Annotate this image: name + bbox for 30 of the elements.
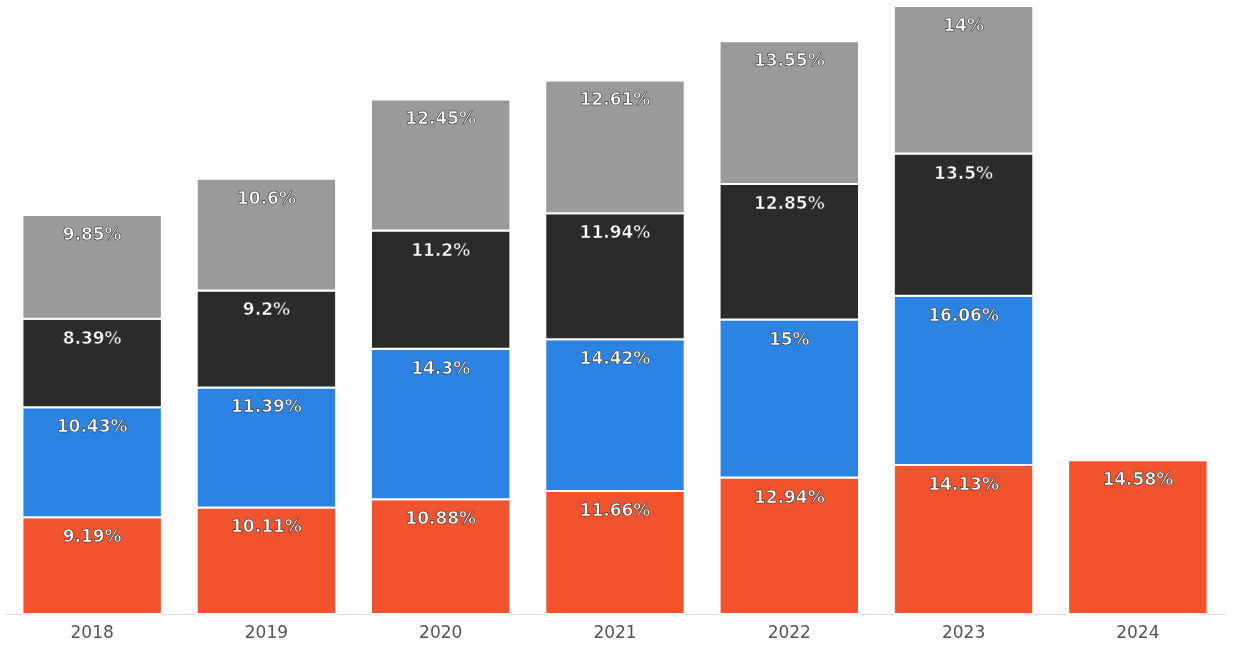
data-label: 11.94% (579, 222, 651, 243)
x-tick-label: 2023 (941, 621, 986, 642)
data-label: 15% (768, 328, 810, 349)
x-tick-label: 2021 (593, 621, 637, 642)
data-label: 10.88% (405, 508, 477, 529)
x-tick-label: 2024 (1116, 621, 1160, 642)
data-label: 9.2% (242, 299, 291, 320)
data-label: 14.3% (411, 357, 471, 378)
data-label: 12.94% (753, 486, 825, 507)
data-label: 10.11% (231, 516, 302, 537)
data-label: 10.43% (56, 416, 128, 437)
data-label: 8.39% (62, 327, 122, 348)
x-tick-label: 2019 (244, 621, 289, 642)
data-label: 11.39% (231, 396, 302, 417)
data-label: 9.19% (62, 526, 122, 547)
data-label: 14.42% (579, 348, 651, 369)
data-label: 12.45% (405, 108, 477, 129)
data-label: 11.66% (579, 500, 651, 521)
x-tick-label: 2020 (419, 621, 463, 642)
data-label: 11.2% (411, 239, 471, 260)
bar (1067, 459, 1209, 615)
x-tick-label: 2022 (767, 621, 811, 642)
data-label: 14% (943, 15, 984, 35)
data-label: 12.61% (579, 89, 651, 110)
x-tick-label: 2018 (70, 621, 114, 642)
data-label: 16.06% (928, 304, 999, 325)
data-label: 13.5% (934, 162, 994, 183)
data-label: 14.13% (928, 474, 999, 495)
data-label: 14.58% (1102, 469, 1174, 490)
data-label: 12.85% (753, 193, 825, 214)
